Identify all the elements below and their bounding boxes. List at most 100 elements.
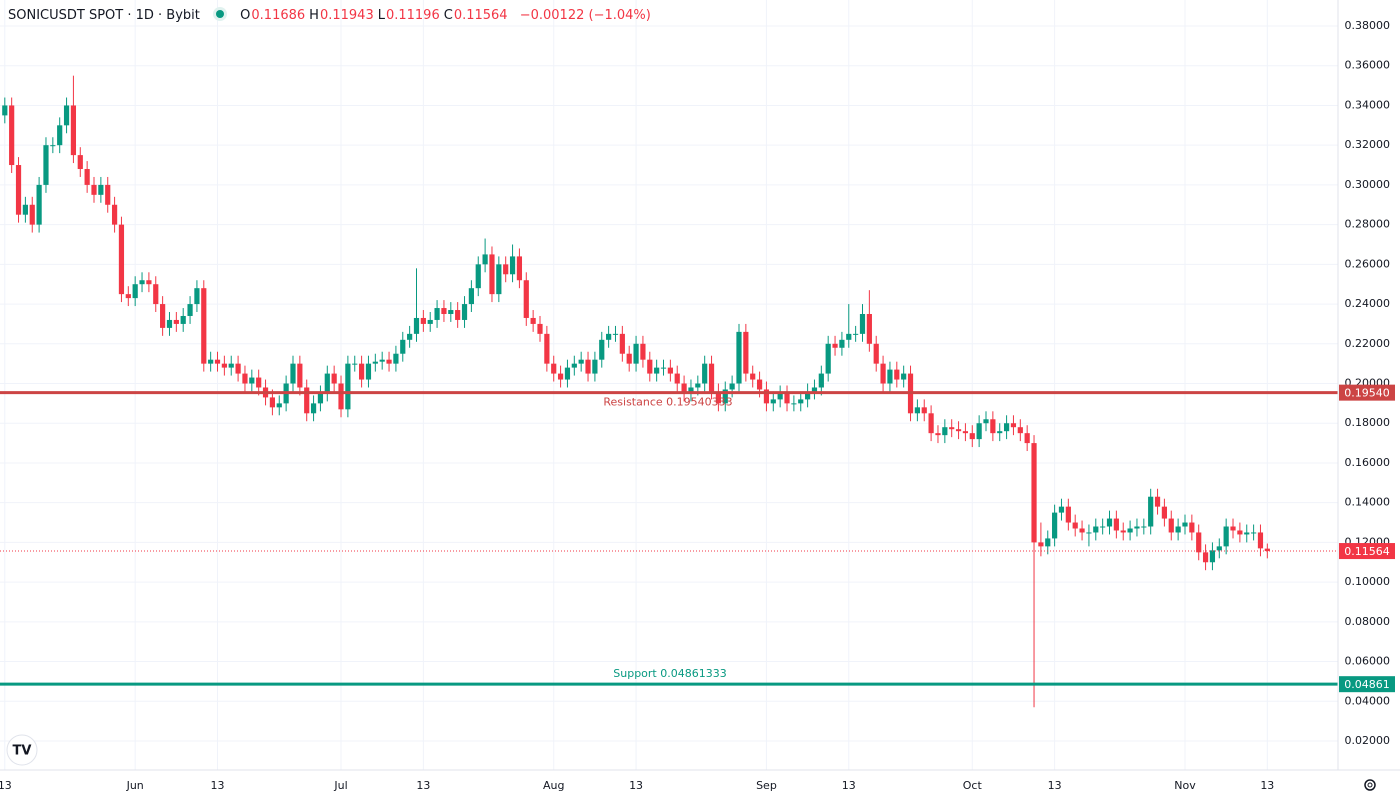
candle-body: [606, 333, 612, 340]
ohlc-value: 0.11564: [453, 8, 508, 23]
candle-body: [688, 387, 694, 394]
candle-body: [832, 343, 838, 348]
candle-body: [612, 333, 619, 335]
candle-body: [667, 367, 673, 374]
candle-body: [983, 419, 989, 424]
x-tick-label: 13: [211, 779, 225, 792]
candle-body: [557, 373, 564, 380]
tv-logo[interactable]: TV: [6, 734, 38, 766]
candle-body: [84, 169, 90, 185]
candle-body: [304, 387, 310, 414]
candle-body: [811, 387, 818, 392]
candle-body: [400, 339, 406, 354]
candle-body: [1106, 518, 1113, 527]
ohlc-key: C: [443, 8, 453, 23]
x-tick-label: 13: [842, 779, 856, 792]
candle-body: [1209, 550, 1216, 563]
candle-body: [407, 333, 413, 340]
candle-body: [146, 280, 152, 285]
y-tick-label: 0.04000: [1345, 694, 1391, 707]
price-tag-label: 0.04861: [1344, 678, 1390, 691]
candle-body: [57, 125, 63, 146]
candle-body: [791, 403, 797, 405]
candle-body: [9, 105, 15, 166]
candle-body: [1100, 526, 1106, 528]
candle-body: [77, 155, 83, 170]
candle-body: [763, 389, 770, 404]
candle-body: [592, 359, 598, 374]
candle-body: [784, 393, 790, 404]
y-tick-label: 0.06000: [1345, 655, 1391, 668]
candle-body: [1079, 528, 1085, 533]
candle-body: [509, 256, 516, 275]
candle-body: [928, 413, 934, 434]
candle-body: [818, 373, 824, 388]
candle-body: [372, 361, 378, 364]
candle-body: [997, 431, 1003, 434]
candle-body: [173, 319, 179, 324]
ohlc-value: 0.11196: [385, 8, 440, 23]
candle-body: [750, 373, 756, 380]
candle-body: [537, 323, 543, 334]
candle-body: [2, 105, 8, 116]
candle-body: [365, 363, 372, 380]
candle-body: [736, 331, 742, 384]
candle-body: [523, 280, 529, 318]
candle-body: [729, 383, 735, 390]
candle-body: [503, 264, 509, 275]
candle-body: [626, 353, 632, 364]
candle-body: [1141, 526, 1147, 528]
candle-body: [640, 343, 646, 360]
candle-body: [489, 254, 495, 295]
candle-body: [551, 363, 557, 374]
candle-body: [1113, 518, 1119, 531]
candle-body: [1216, 546, 1222, 551]
candle-body: [1223, 526, 1229, 547]
settings-icon[interactable]: [1364, 779, 1376, 791]
y-tick-label: 0.34000: [1345, 98, 1391, 111]
candle-body: [873, 343, 879, 364]
price-tag: [1339, 676, 1395, 693]
candle-body: [777, 393, 783, 400]
candle-body: [434, 308, 440, 320]
candle-body: [578, 359, 584, 364]
svg-text:TV: TV: [13, 744, 32, 759]
candle-body: [1024, 433, 1030, 444]
candle-body: [36, 184, 42, 225]
x-tick-label: 13: [1260, 779, 1274, 792]
change: −0.00122 (−1.04%): [519, 8, 651, 23]
candle-body: [1086, 532, 1092, 534]
x-tick-label: Oct: [963, 779, 983, 792]
x-tick-label: Aug: [543, 779, 564, 792]
candle-body: [1017, 427, 1023, 434]
price-tag: [1339, 384, 1395, 401]
candle-body: [681, 383, 687, 394]
x-tick-label: Jul: [333, 779, 347, 792]
symbol: SONICUSDT SPOT · 1D · Bybit: [8, 8, 200, 23]
ohlc-value: 0.11943: [319, 8, 374, 23]
candle-body: [461, 304, 468, 320]
candle-body: [50, 145, 56, 147]
candle-body: [859, 313, 866, 334]
candle-body: [1093, 526, 1099, 533]
candle-body: [949, 427, 955, 430]
ohlc-key: H: [309, 8, 319, 23]
candle-body: [379, 359, 385, 362]
candle-body: [544, 333, 550, 364]
candle-body: [564, 367, 571, 380]
price-line-label: Resistance 0.19540333: [603, 396, 732, 409]
candle-body: [530, 317, 536, 324]
candle-body: [15, 165, 22, 215]
candle-body: [715, 391, 722, 404]
candle-body: [1251, 532, 1257, 534]
y-tick-label: 0.28000: [1345, 218, 1391, 231]
candle-body: [441, 308, 447, 314]
candle-body: [1264, 548, 1270, 552]
candle-body: [496, 264, 502, 295]
candle-body: [29, 204, 35, 225]
candle-body: [914, 407, 920, 414]
candle-body: [1134, 526, 1140, 529]
candle-body: [887, 369, 893, 384]
candle-body: [324, 373, 330, 394]
